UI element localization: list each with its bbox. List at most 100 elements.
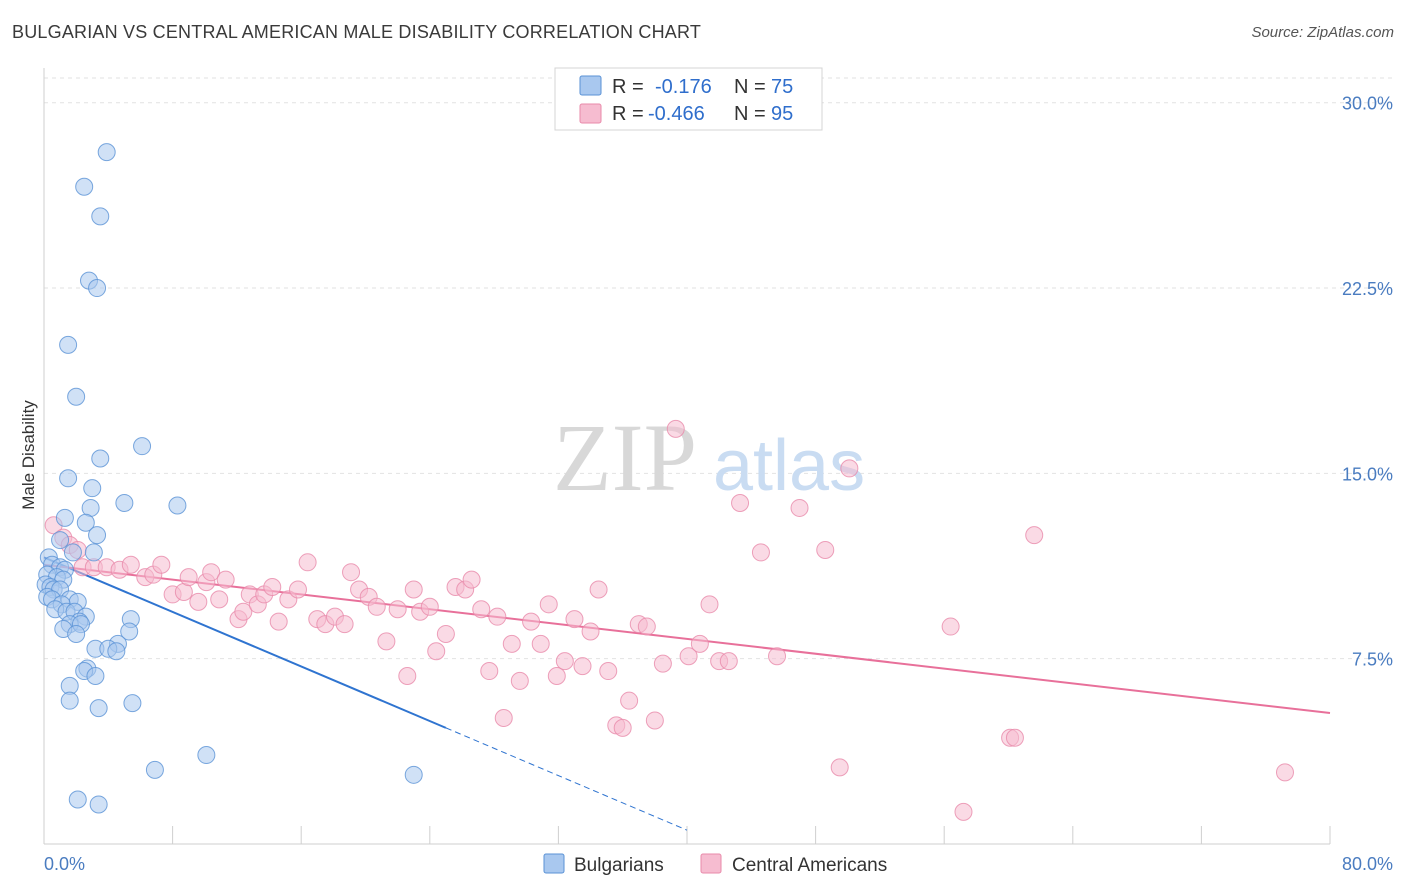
bottom-legend-swatch-central-americans <box>700 853 722 874</box>
point-central-americans <box>700 595 719 614</box>
point-central-americans <box>388 600 407 619</box>
point-central-americans <box>645 711 664 730</box>
point-central-americans <box>816 540 835 559</box>
trend-lines <box>43 556 1331 831</box>
point-bulgarians <box>404 765 423 784</box>
point-bulgarians <box>197 746 216 765</box>
point-central-americans <box>1275 763 1294 782</box>
point-central-americans <box>581 622 600 641</box>
chart-title: BULGARIAN VS CENTRAL AMERICAN MALE DISAB… <box>12 22 702 42</box>
point-bulgarians <box>88 279 107 298</box>
trend-line-bulgarians <box>43 556 447 729</box>
point-central-americans <box>547 666 566 685</box>
point-bulgarians <box>133 437 152 456</box>
point-central-americans <box>234 602 253 621</box>
legend: R = -0.176 N = 75 R = -0.466 N = 95 <box>554 67 823 131</box>
point-central-americans <box>472 600 491 619</box>
point-bulgarians <box>51 531 70 550</box>
legend-n-label-2: N = <box>734 103 766 125</box>
chart-source: Source: ZipAtlas.com <box>1251 24 1394 41</box>
point-central-americans <box>719 652 738 671</box>
point-central-americans <box>398 666 417 685</box>
point-central-americans <box>1005 728 1024 747</box>
point-central-americans <box>666 419 685 438</box>
legend-r-label-1: R = <box>612 76 644 98</box>
point-central-americans <box>751 543 770 562</box>
point-central-americans <box>620 691 639 710</box>
point-bulgarians <box>91 207 110 226</box>
point-bulgarians <box>145 760 164 779</box>
legend-r-value-2: -0.466 <box>648 103 705 125</box>
point-bulgarians <box>107 642 126 661</box>
point-bulgarians <box>67 387 86 406</box>
bottom-legend-label-bulgarians: Bulgarians <box>574 855 664 876</box>
data-points <box>36 143 1294 821</box>
point-bulgarians <box>63 543 82 562</box>
point-central-americans <box>830 758 849 777</box>
point-central-americans <box>840 459 859 478</box>
bottom-legend-swatch-bulgarians <box>543 853 565 874</box>
point-bulgarians <box>83 479 102 498</box>
point-central-americans <box>121 555 140 574</box>
point-bulgarians <box>120 622 139 641</box>
point-central-americans <box>436 624 455 643</box>
point-bulgarians <box>84 543 103 562</box>
point-bulgarians <box>55 508 74 527</box>
y-tick-label: 15.0% <box>1342 464 1393 484</box>
gridlines <box>44 77 1392 660</box>
point-central-americans <box>269 612 288 631</box>
legend-n-value-1: 75 <box>771 76 793 98</box>
y-tick-label: 30.0% <box>1342 94 1393 114</box>
point-bulgarians <box>59 335 78 354</box>
point-central-americans <box>179 568 198 587</box>
point-bulgarians <box>75 177 94 196</box>
legend-n-label-1: N = <box>734 76 766 98</box>
bottom-legend-label-central-americans: Central Americans <box>732 855 887 876</box>
point-bulgarians <box>89 795 108 814</box>
point-central-americans <box>522 612 541 631</box>
point-central-americans <box>152 555 171 574</box>
point-central-americans <box>488 607 507 626</box>
point-central-americans <box>941 617 960 636</box>
point-bulgarians <box>76 513 95 532</box>
legend-swatch-bulgarians <box>579 75 602 96</box>
x-tick-label-min: 0.0% <box>44 854 85 874</box>
point-central-americans <box>288 580 307 599</box>
legend-r-value-1: -0.176 <box>655 76 712 98</box>
point-central-americans <box>216 570 235 589</box>
point-central-americans <box>298 553 317 572</box>
point-central-americans <box>613 718 632 737</box>
point-bulgarians <box>86 666 105 685</box>
point-central-americans <box>189 592 208 611</box>
point-central-americans <box>653 654 672 673</box>
point-central-americans <box>462 570 481 589</box>
point-central-americans <box>637 617 656 636</box>
axes <box>43 68 1331 845</box>
point-central-americans <box>768 647 787 666</box>
point-bulgarians <box>67 624 86 643</box>
point-central-americans <box>420 597 439 616</box>
point-central-americans <box>539 595 558 614</box>
point-bulgarians <box>68 790 87 809</box>
point-central-americans <box>494 708 513 727</box>
point-bulgarians <box>115 494 134 513</box>
point-central-americans <box>377 632 396 651</box>
point-central-americans <box>690 634 709 653</box>
bottom-legend: Bulgarians Central Americans <box>543 853 887 876</box>
point-central-americans <box>790 498 809 517</box>
watermark: ZIP atlas <box>553 404 865 511</box>
point-bulgarians <box>59 469 78 488</box>
legend-n-value-2: 95 <box>771 103 793 125</box>
point-central-americans <box>679 647 698 666</box>
tick-labels: 7.5% 15.0% 22.5% 30.0% 0.0% 80.0% <box>44 94 1393 874</box>
legend-swatch-central-americans <box>579 103 602 124</box>
point-central-americans <box>1025 526 1044 545</box>
point-central-americans <box>202 563 221 582</box>
point-central-americans <box>263 578 282 597</box>
point-bulgarians <box>123 694 142 713</box>
point-central-americans <box>731 494 750 513</box>
watermark-atlas: atlas <box>713 426 865 506</box>
point-central-americans <box>531 634 550 653</box>
x-tick-label-max: 80.0% <box>1342 854 1393 874</box>
